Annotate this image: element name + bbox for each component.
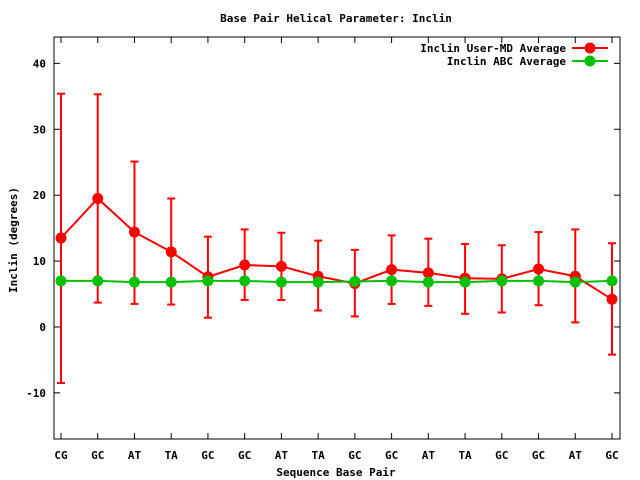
- series-lines: [60, 197, 613, 301]
- x-tick-label: GC: [532, 449, 545, 462]
- x-tick-label: GC: [91, 449, 104, 462]
- error-bars: [57, 92, 616, 384]
- y-axis-label: Inclin (degrees): [7, 187, 20, 293]
- data-point-abc: [606, 275, 618, 287]
- x-tick-label: GC: [238, 449, 251, 462]
- data-point-user-md: [128, 226, 140, 238]
- data-point-user-md: [92, 192, 104, 204]
- data-point-abc: [128, 276, 140, 288]
- x-tick-label: AT: [569, 449, 583, 462]
- chart-title: Base Pair Helical Parameter: Inclin: [220, 12, 452, 25]
- data-point-abc: [422, 276, 434, 288]
- series-line-abc: [61, 279, 613, 284]
- data-point-abc: [533, 275, 545, 287]
- y-tick-label: 0: [39, 321, 46, 334]
- data-point-user-md: [239, 259, 251, 271]
- legend-label: Inclin User-MD Average: [420, 42, 566, 55]
- x-tick-label: AT: [128, 449, 142, 462]
- data-point-abc: [496, 275, 508, 287]
- y-tick-label: 10: [33, 255, 46, 268]
- data-point-user-md: [165, 246, 177, 258]
- data-point-user-md: [55, 232, 67, 244]
- data-point-abc: [239, 275, 251, 287]
- data-point-user-md: [606, 293, 618, 305]
- x-tick-label: AT: [275, 449, 289, 462]
- legend-label: Inclin ABC Average: [447, 55, 567, 68]
- x-axis-label: Sequence Base Pair: [276, 466, 396, 479]
- data-point-abc: [92, 275, 104, 287]
- y-tick-label: 20: [33, 189, 46, 202]
- plot-area-frame: [53, 36, 621, 440]
- x-tick-label: TA: [312, 449, 326, 462]
- data-point-abc: [275, 276, 287, 288]
- data-point-user-md: [533, 263, 545, 275]
- series-line-user-md: [60, 197, 613, 301]
- y-tick-label: 30: [33, 123, 46, 136]
- data-point-abc: [165, 276, 177, 288]
- y-axis: -10 0 10 20 30 40: [26, 57, 620, 400]
- x-tick-label: CG: [54, 449, 68, 462]
- data-point-abc: [569, 276, 581, 288]
- data-points: [55, 192, 618, 305]
- x-tick-label: GC: [495, 449, 508, 462]
- data-point-user-md: [422, 267, 434, 279]
- x-tick-label: GC: [385, 449, 398, 462]
- data-point-user-md: [386, 264, 398, 276]
- legend-marker: [584, 42, 596, 54]
- y-tick-label: 40: [33, 57, 46, 70]
- data-point-abc: [349, 275, 361, 287]
- x-tick-label: TA: [458, 449, 472, 462]
- x-axis: CG GC AT TA GC GC AT TA GC GC AT TA GC GC AT GC: [54, 37, 619, 462]
- x-tick-label: GC: [201, 449, 214, 462]
- x-tick-label: TA: [165, 449, 179, 462]
- y-tick-label: -10: [26, 387, 46, 400]
- data-point-abc: [386, 275, 398, 287]
- x-tick-label: AT: [422, 449, 436, 462]
- data-point-abc: [312, 276, 324, 288]
- data-point-abc: [459, 276, 471, 288]
- data-point-abc: [55, 275, 67, 287]
- x-tick-label: GC: [605, 449, 618, 462]
- x-tick-label: GC: [348, 449, 361, 462]
- data-point-abc: [202, 275, 214, 287]
- legend-marker: [584, 55, 596, 67]
- data-point-user-md: [275, 260, 287, 272]
